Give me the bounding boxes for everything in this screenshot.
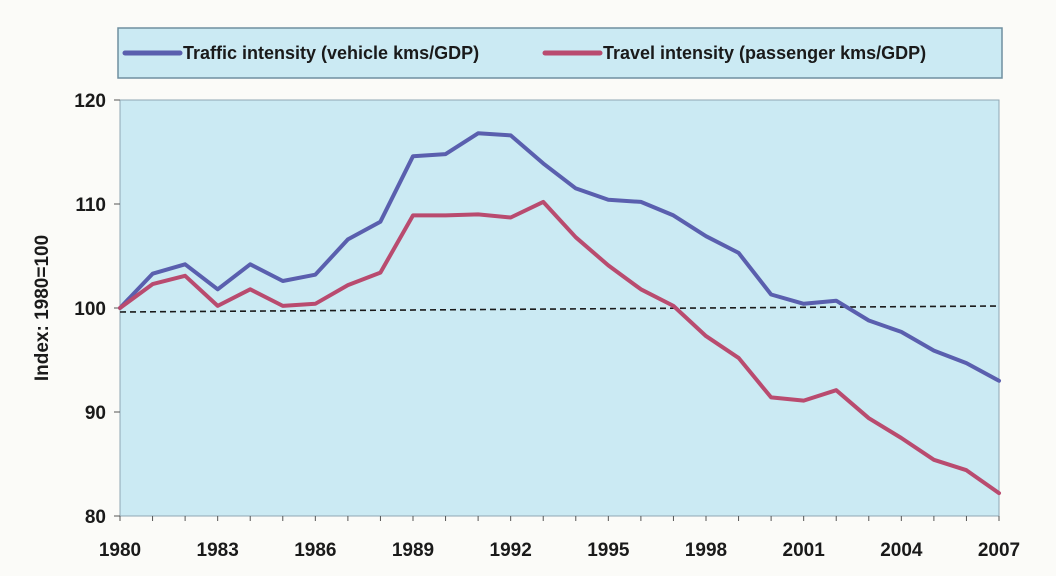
x-tick-label: 1998 [685, 540, 727, 561]
series-line-travel-intensity [118, 199, 1001, 496]
legend: Traffic intensity (vehicle kms/GDP) Trav… [117, 27, 1003, 79]
plot-area [119, 99, 1000, 517]
x-tick-label: 1980 [99, 540, 141, 561]
y-tick-label: 100 [74, 299, 106, 320]
x-tick-label: 1986 [294, 540, 336, 561]
reference-line-100 [119, 305, 1000, 313]
x-tick-label: 1989 [392, 540, 434, 561]
x-tick-label: 2004 [880, 540, 923, 561]
x-axis: 1980 1983 1986 1989 1992 1995 1998 2001 2004 2007 [99, 516, 1020, 561]
y-axis-label: Index: 1980=100 [32, 235, 53, 381]
series-group [118, 131, 1001, 496]
y-axis: 80 90 100 110 120 [74, 91, 120, 528]
reference-line-group [119, 305, 1000, 313]
x-tick-label: 1983 [197, 540, 239, 561]
y-tick-label: 120 [74, 91, 106, 112]
legend-label-travel: Travel intensity (passenger kms/GDP) [603, 43, 926, 63]
legend-label-traffic: Traffic intensity (vehicle kms/GDP) [183, 43, 479, 63]
x-tick-label: 2001 [783, 540, 826, 561]
x-tick-label: 1992 [490, 540, 532, 561]
series-line-traffic-intensity [118, 131, 1001, 383]
y-tick-label: 90 [85, 403, 106, 424]
y-tick-label: 80 [85, 507, 106, 528]
y-tick-label: 110 [75, 195, 106, 216]
x-tick-label: 2007 [978, 540, 1020, 561]
x-tick-label: 1995 [587, 540, 630, 561]
